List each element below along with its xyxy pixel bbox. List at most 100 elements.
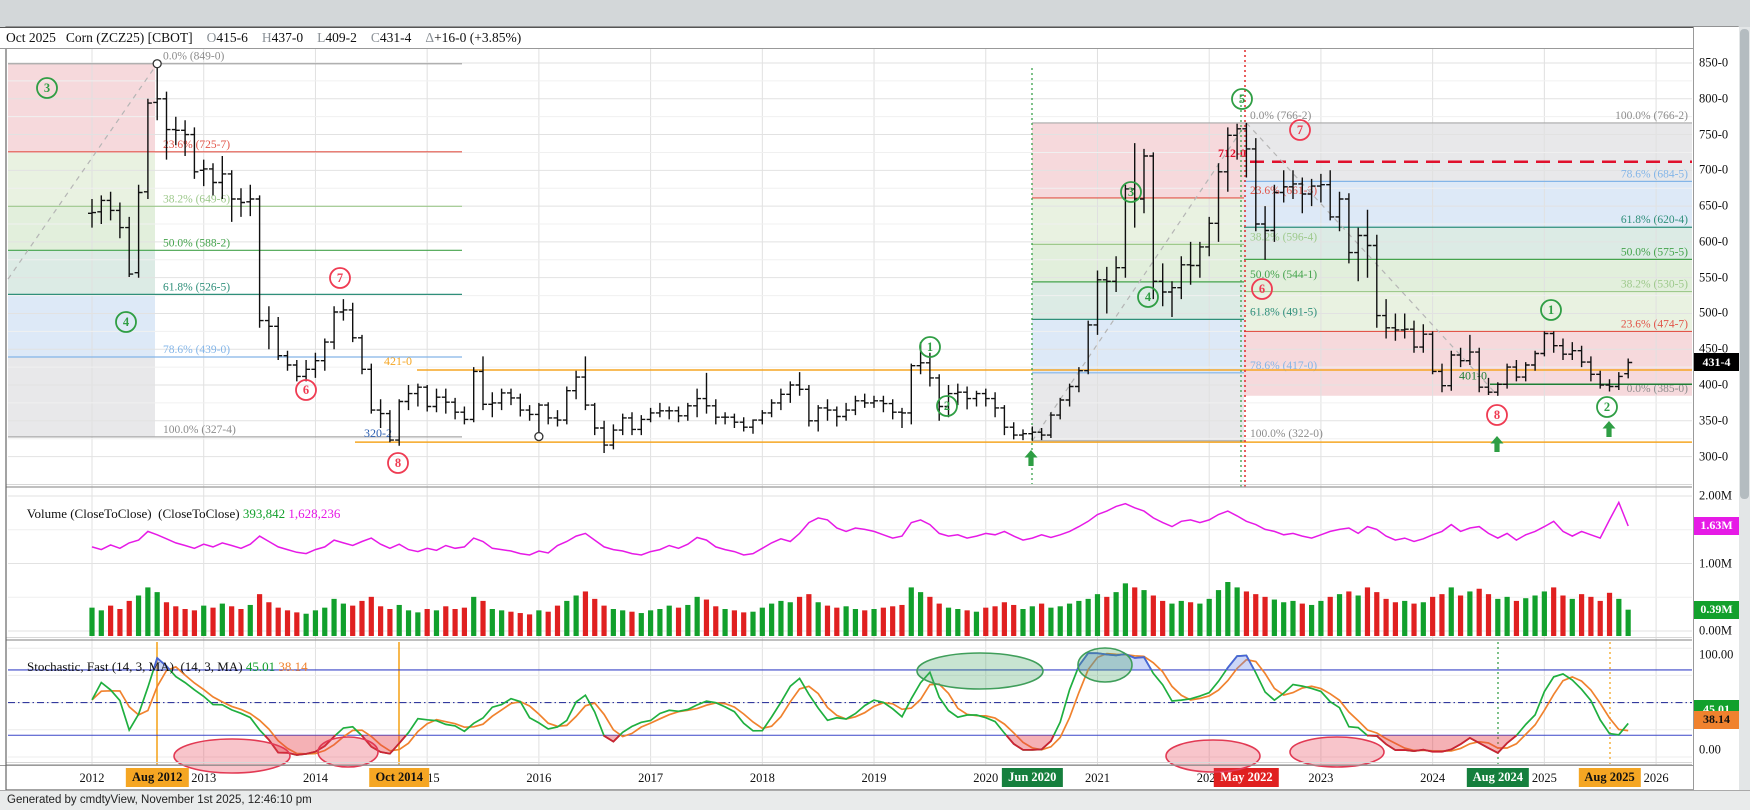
- stochastic-pane-header: Stochastic, Fast (14, 3, MA) (14, 3, MA)…: [14, 643, 308, 691]
- price-tick: 450-0: [1699, 341, 1729, 356]
- price-bars: [88, 63, 1633, 453]
- event-date-badge: Aug 2025: [1578, 768, 1641, 787]
- year-label: 2025: [1531, 771, 1557, 785]
- price-tick: 800-0: [1699, 91, 1729, 106]
- volume-last-total-value: 1,628,236: [288, 506, 341, 521]
- volume-badge: 0.39M: [1694, 600, 1739, 619]
- price-tick: 550-0: [1699, 270, 1729, 285]
- price-tick: 400-0: [1699, 377, 1729, 392]
- fib-level-label: 100.0% (322-0): [1250, 428, 1323, 440]
- quote-open: O415-6: [206, 30, 248, 45]
- price-tick: 700-0: [1699, 162, 1729, 177]
- price-line-label: 421-0: [384, 354, 412, 368]
- wave-number: 1: [1548, 303, 1554, 317]
- fib-level-label: 61.8% (526-5): [163, 281, 230, 293]
- fib-level-label: 0.0% (766-2): [1250, 110, 1311, 122]
- total-volume-badge: 1.63M: [1694, 516, 1739, 535]
- footer-attribution: Generated by cmdtyView, November 1st 202…: [0, 790, 1750, 810]
- wave-number: 2: [944, 399, 950, 413]
- price-tick: 600-0: [1699, 234, 1729, 249]
- fib-anchor-markers: [152, 59, 544, 442]
- price-tick: 850-0: [1699, 55, 1729, 70]
- gridlines: [8, 47, 1692, 765]
- vertical-event-lines: [156, 50, 1611, 765]
- wave-number: 6: [303, 383, 309, 397]
- event-date-badge: Aug 2012: [125, 768, 189, 787]
- event-date-badge: Aug 2024: [1466, 768, 1529, 787]
- trendlines: [7, 63, 1499, 442]
- volume-bars: [89, 582, 1631, 636]
- fib-level-label: 38.2% (649-6): [163, 193, 230, 205]
- fib-level-label: 78.6% (417-0): [1250, 360, 1317, 372]
- contract-name: Corn (ZCZ25) [CBOT]: [65, 30, 193, 45]
- year-label: 2016: [526, 771, 552, 785]
- fib-retracement-levels: 0.0% (849-0)23.6% (725-7)38.2% (649-6)50…: [8, 51, 1692, 442]
- fib-level-label: 78.6% (439-0): [163, 344, 230, 356]
- stochastic-pane: [8, 652, 1692, 756]
- fib-level-label: 61.8% (620-4): [1621, 214, 1688, 226]
- wave-number: 8: [1494, 408, 1500, 422]
- event-date-badge: Oct 2014: [369, 768, 429, 787]
- quote-low: L409-2: [317, 30, 357, 45]
- wave-number: 4: [123, 315, 130, 329]
- year-label: 2012: [79, 771, 105, 785]
- year-label: 2017: [638, 771, 664, 785]
- total-volume-line: [91, 500, 1629, 556]
- year-label: 2024: [1420, 771, 1446, 785]
- fib-level-label: 50.0% (588-2): [163, 237, 230, 249]
- wave-number: 4: [1145, 290, 1152, 304]
- fib-level-label: 50.0% (544-1): [1250, 269, 1317, 281]
- scrollbar-thumb[interactable]: [1740, 29, 1749, 499]
- stochastic-tick: 100.00: [1699, 647, 1734, 662]
- year-label: 2020: [973, 771, 999, 785]
- price-tick: 650-0: [1699, 198, 1729, 213]
- price-line-label: 712-0: [1218, 146, 1246, 160]
- price-tick: 300-0: [1699, 449, 1729, 464]
- fib-level-label: 0.0% (849-0): [163, 51, 224, 63]
- volume-tick: 0.00M: [1699, 623, 1732, 638]
- wave-number: 2: [1604, 400, 1610, 414]
- wave-number: 3: [1128, 185, 1134, 199]
- fib-level-label: 100.0% (327-4): [163, 424, 236, 436]
- fib-level-label: 78.6% (684-5): [1621, 168, 1688, 180]
- year-label: 2023: [1308, 771, 1334, 785]
- volume-tick: 1.00M: [1699, 556, 1732, 570]
- fib-level-label: 0.0% (385-0): [1627, 383, 1688, 395]
- price-tick: 750-0: [1699, 127, 1729, 142]
- wave-number: 1: [927, 340, 933, 354]
- stochastic-d-badge: 38.14: [1694, 710, 1739, 729]
- event-date-badge: Jun 2020: [1002, 768, 1063, 787]
- wave-number: 7: [1297, 123, 1303, 137]
- volume-indicator-label: Volume (CloseToClose) (CloseToClose): [26, 506, 243, 521]
- fib-retracement-bands: [8, 63, 1692, 441]
- quote-change: Δ+16-0 (+3.85%): [425, 30, 522, 45]
- time-axis: 2012201320142015201620172018201920202021…: [0, 765, 1750, 791]
- price-axis: 850-0 800-0 750-0 700-0 650-0 600-0 550-0 500-0…: [1693, 27, 1739, 790]
- year-label: 2021: [1084, 771, 1110, 785]
- fib-level-label: 38.2% (596-4): [1250, 231, 1317, 243]
- wave-number: 7: [337, 271, 343, 285]
- volume-pane-header: Volume (CloseToClose) (CloseToClose) 393…: [14, 490, 341, 538]
- window-top-strip: [0, 0, 1750, 27]
- fib-level-label: 50.0% (575-5): [1621, 246, 1688, 258]
- stochastic-indicator-label: Stochastic, Fast (14, 3, MA) (14, 3, MA): [27, 659, 246, 674]
- year-label: 2014: [302, 771, 328, 785]
- contract-month: Oct 2025: [6, 30, 56, 45]
- stochastic-d-value: 38.14: [278, 659, 308, 674]
- event-date-badge: May 2022: [1214, 768, 1279, 787]
- last-price-badge: 431-4: [1694, 353, 1739, 372]
- price-tick: 350-0: [1699, 413, 1729, 428]
- year-label: 2019: [861, 771, 887, 785]
- year-label: 2018: [749, 771, 775, 785]
- fib-level-label: 23.6% (725-7): [163, 139, 230, 151]
- volume-tick: 2.00M: [1699, 488, 1732, 503]
- quote-close: C431-4: [370, 30, 412, 45]
- chart-title-bar: Oct 2025 Corn (ZCZ25) [CBOT] O415-6 H437…: [0, 27, 1744, 49]
- wave-number: 6: [1259, 282, 1265, 296]
- stochastic-k-value: 45.01: [245, 659, 276, 674]
- elliott-wave-labels: 3 4 7 6 8 1 2 3 4 5 7 6 8 1 2: [36, 77, 1618, 474]
- wave-number: 5: [1239, 92, 1245, 106]
- quote-high: H437-0: [261, 30, 304, 45]
